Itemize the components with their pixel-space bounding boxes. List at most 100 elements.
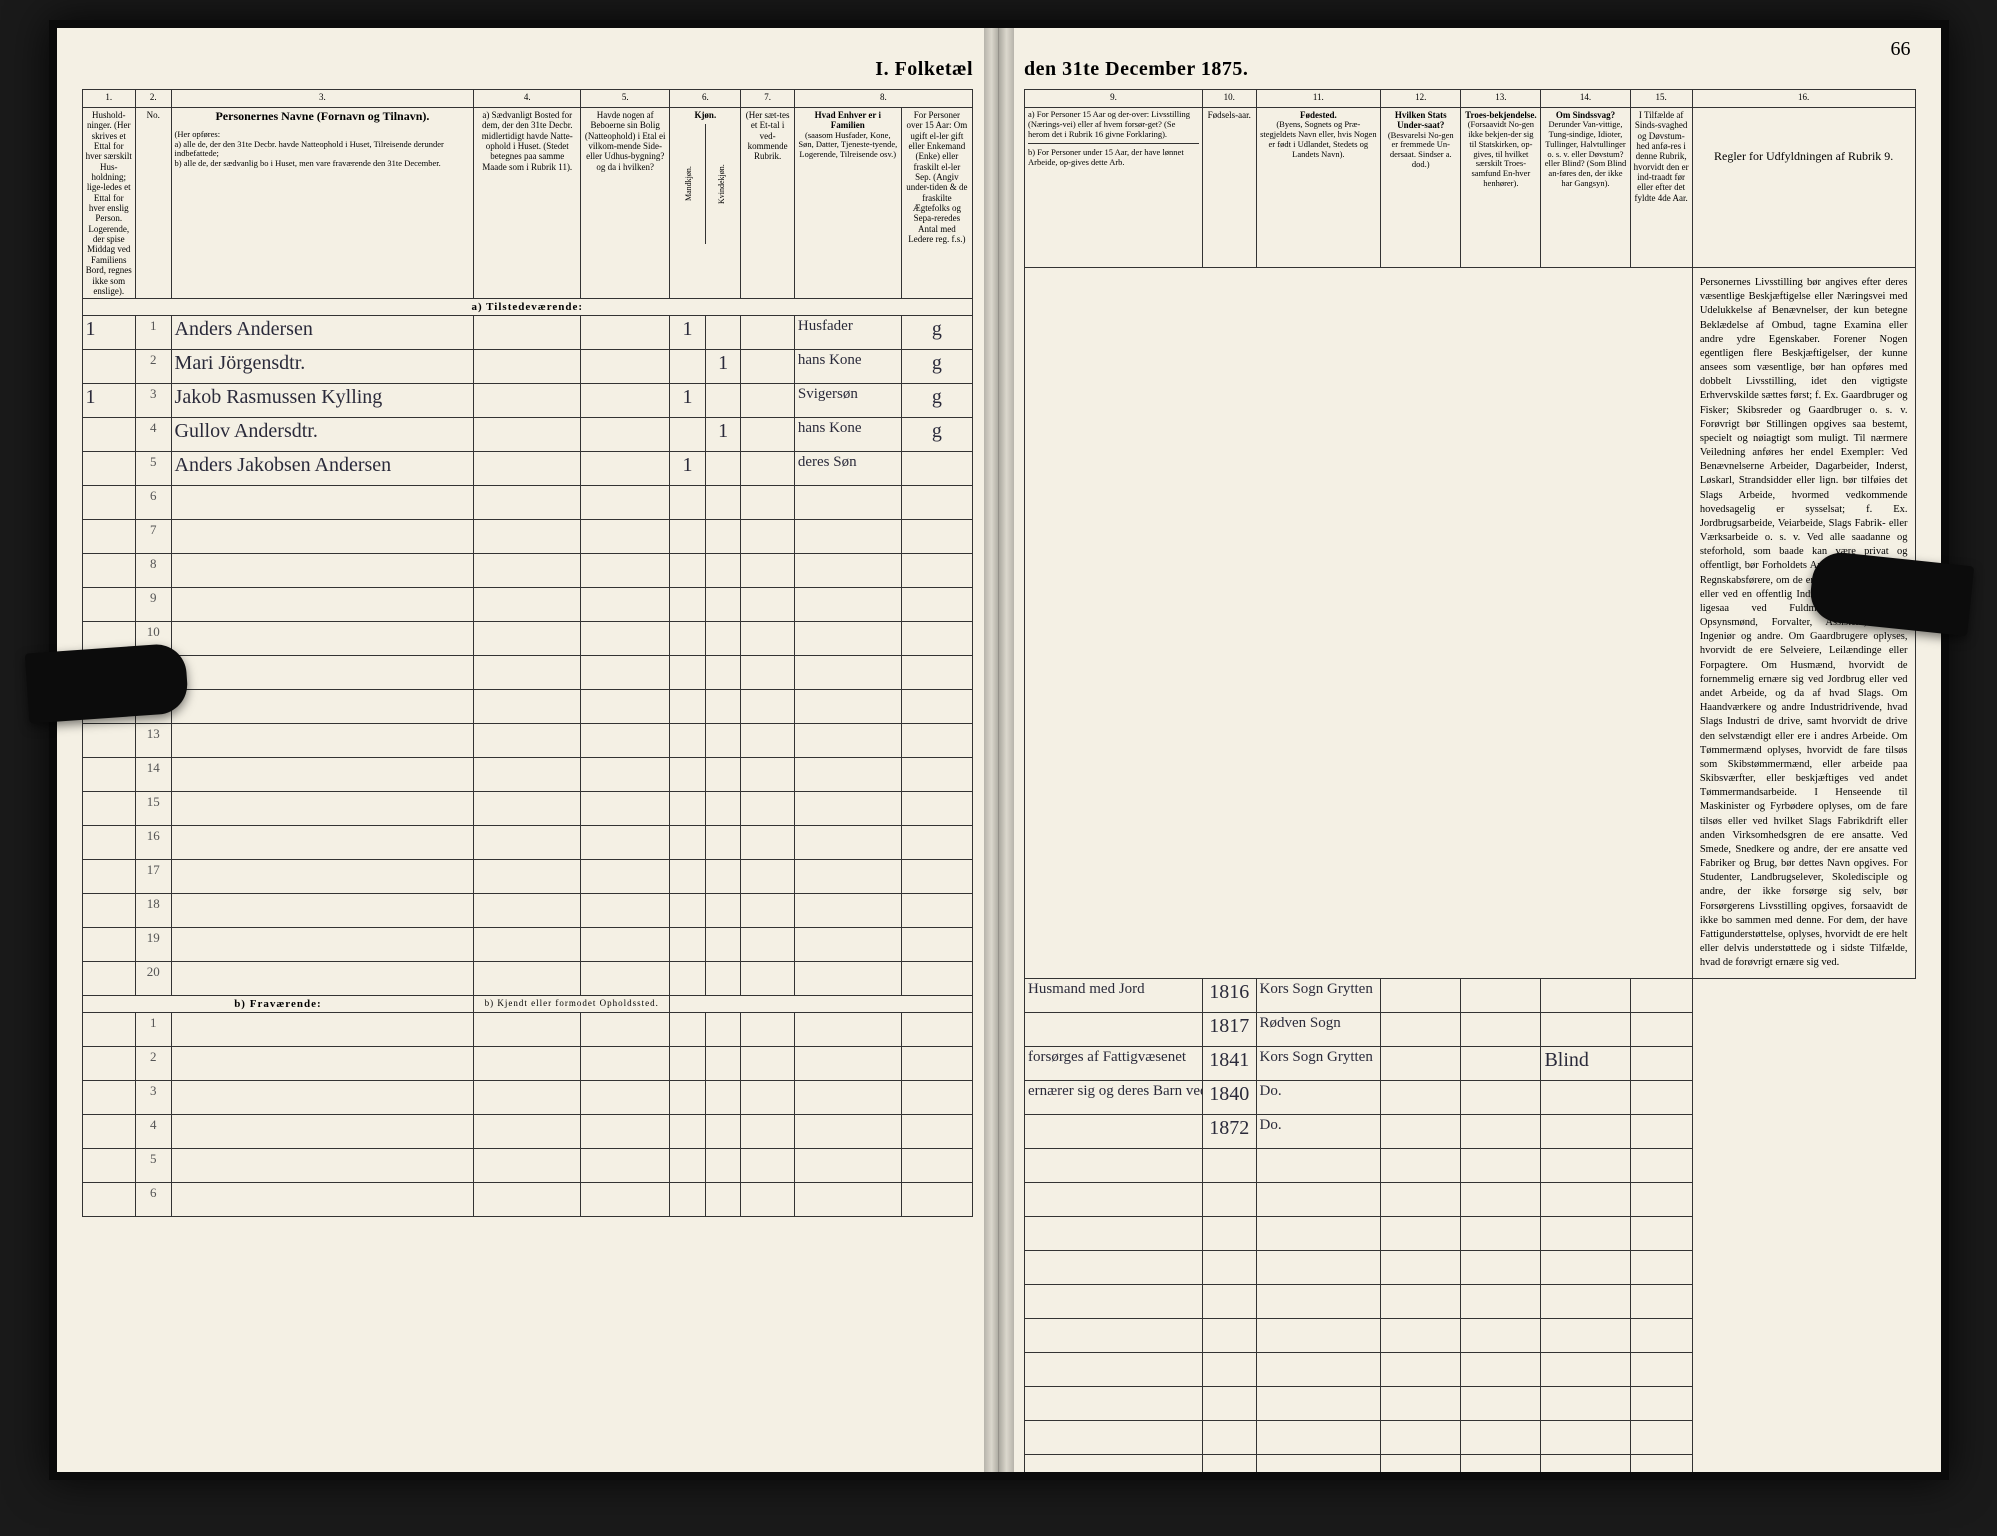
header-outbuilding: Havde nogen af Beboerne sin Bolig (Natte… bbox=[581, 108, 670, 299]
table-row: 20 bbox=[82, 962, 973, 996]
cell-faith bbox=[1461, 1081, 1541, 1115]
table-row: 2 bbox=[82, 1047, 973, 1081]
cell-household bbox=[82, 418, 135, 452]
cell-year: 1872 bbox=[1203, 1115, 1256, 1149]
section-absent-note: b) Kjendt eller formodet Opholdssted. bbox=[474, 996, 670, 1013]
header-names-body: (Her opføres: a) alle de, der den 31te D… bbox=[175, 130, 471, 169]
cell-outbuilding bbox=[581, 316, 670, 350]
cell-disability: Blind bbox=[1541, 1047, 1630, 1081]
table-row: 1 bbox=[82, 1013, 973, 1047]
header-onset: I Tilfælde af Sinds-svaghed og Døvstum-h… bbox=[1630, 108, 1692, 268]
page-title-right: den 31te December 1875. bbox=[1024, 58, 1916, 81]
table-row: 8 bbox=[82, 554, 973, 588]
colnum-15: 15. bbox=[1630, 90, 1692, 108]
cell-male bbox=[670, 350, 706, 384]
header-birthplace-body: (Byens, Sognets og Præ-stegjeldets Navn … bbox=[1260, 120, 1378, 159]
cell-marital: g bbox=[901, 316, 972, 350]
colnum-14: 14. bbox=[1541, 90, 1630, 108]
cell-citizen bbox=[1381, 1047, 1461, 1081]
cell-onset bbox=[1630, 979, 1692, 1013]
header-female: Kvindekjøn. bbox=[717, 124, 726, 244]
colnum-1: 1. bbox=[82, 90, 135, 108]
cell-year: 1841 bbox=[1203, 1047, 1256, 1081]
cell-female: 1 bbox=[705, 350, 741, 384]
cell-place: Do. bbox=[1256, 1115, 1381, 1149]
colnum-8: 8. bbox=[794, 90, 972, 108]
cell-outbuilding bbox=[581, 350, 670, 384]
cell-household bbox=[82, 452, 135, 486]
left-page: I. Folketæl 1. 2. 3. 4. 5. 6. 7. 8. Hush… bbox=[57, 28, 1000, 1472]
header-sex: Kjøn. Mandkjøn. Kvindekjøn. bbox=[670, 108, 741, 299]
cell-rownum: 7 bbox=[135, 520, 171, 554]
table-row: 15 bbox=[82, 792, 973, 826]
colnum-13: 13. bbox=[1461, 90, 1541, 108]
cell-marital: g bbox=[901, 350, 972, 384]
colnum-10: 10. bbox=[1203, 90, 1256, 108]
colnum-3: 3. bbox=[171, 90, 474, 108]
cell-onset bbox=[1630, 1115, 1692, 1149]
cell-female bbox=[705, 452, 741, 486]
cell-mark bbox=[741, 384, 794, 418]
header-households: Hushold-ninger. (Her skrives et Ettal fo… bbox=[82, 108, 135, 299]
header-family-title: Hvad Enhver er i Familien bbox=[798, 110, 898, 131]
cell-rownum: 13 bbox=[135, 724, 171, 758]
table-row: 4 bbox=[82, 1115, 973, 1149]
cell-occupation: Husmand med Jord bbox=[1025, 979, 1203, 1013]
colnum-4: 4. bbox=[474, 90, 581, 108]
cell-rownum: 17 bbox=[135, 860, 171, 894]
colnum-7: 7. bbox=[741, 90, 794, 108]
table-row bbox=[1025, 1217, 1916, 1251]
cell-household: 1 bbox=[82, 316, 135, 350]
cell-citizen bbox=[1381, 979, 1461, 1013]
colnum-5: 5. bbox=[581, 90, 670, 108]
column-number-row-right: 9. 10. 11. 12. 13. 14. 15. 16. bbox=[1025, 90, 1916, 108]
cell-year: 1840 bbox=[1203, 1081, 1256, 1115]
colnum-2: 2. bbox=[135, 90, 171, 108]
header-no: No. bbox=[135, 108, 171, 299]
header-disability-body: Derunder Van-vittige, Tung-sindige, Idio… bbox=[1544, 120, 1626, 188]
header-faith-body: (Forsaavidt No-gen ikke bekjen-der sig t… bbox=[1464, 120, 1537, 188]
cell-residence bbox=[474, 350, 581, 384]
cell-onset bbox=[1630, 1081, 1692, 1115]
table-row: 4Gullov Andersdtr.1hans Koneg bbox=[82, 418, 973, 452]
cell-rownum: 19 bbox=[135, 928, 171, 962]
table-row: 5 bbox=[82, 1149, 973, 1183]
cell-occupation bbox=[1025, 1013, 1203, 1047]
cell-name: Mari Jörgensdtr. bbox=[171, 350, 474, 384]
cell-year: 1817 bbox=[1203, 1013, 1256, 1047]
cell-family: deres Søn bbox=[794, 452, 901, 486]
cell-mark bbox=[741, 452, 794, 486]
header-citizen-body: (Besvarelsi No-gen er fremmede Un-dersaa… bbox=[1384, 131, 1457, 170]
cell-mark bbox=[741, 418, 794, 452]
table-row: 11 bbox=[82, 656, 973, 690]
header-instructions-title: Regler for Udfyldningen af Rubrik 9. bbox=[1692, 108, 1915, 268]
section-present: a) Tilstedeværende: bbox=[82, 299, 973, 316]
cell-name: Jakob Rasmussen Kylling bbox=[171, 384, 474, 418]
cell-male: 1 bbox=[670, 452, 706, 486]
cell-occupation: ernærer sig og deres Barn ved Haandarbei… bbox=[1025, 1081, 1203, 1115]
table-row: 16 bbox=[82, 826, 973, 860]
cell-rownum: 9 bbox=[135, 588, 171, 622]
cell-family: Svigersøn bbox=[794, 384, 901, 418]
cell-female bbox=[705, 384, 741, 418]
cell-mark bbox=[741, 350, 794, 384]
cell-citizen bbox=[1381, 1081, 1461, 1115]
table-row: 10 bbox=[82, 622, 973, 656]
table-row bbox=[1025, 1285, 1916, 1319]
cell-male bbox=[670, 418, 706, 452]
table-row: 19 bbox=[82, 928, 973, 962]
header-birth-year: Fødsels-aar. bbox=[1203, 108, 1256, 268]
cell-onset bbox=[1630, 1047, 1692, 1081]
table-row: 1817Rødven Sogn bbox=[1025, 1013, 1916, 1047]
table-row bbox=[1025, 1183, 1916, 1217]
table-row: 17 bbox=[82, 860, 973, 894]
cell-name: Anders Jakobsen Andersen bbox=[171, 452, 474, 486]
cell-year: 1816 bbox=[1203, 979, 1256, 1013]
table-row: 18 bbox=[82, 894, 973, 928]
book-spine bbox=[984, 28, 1014, 1472]
cell-outbuilding bbox=[581, 452, 670, 486]
cell-rownum: 8 bbox=[135, 554, 171, 588]
binder-clip-left bbox=[24, 643, 188, 724]
header-row-right: a) For Personer 15 Aar og der-over: Livs… bbox=[1025, 108, 1916, 268]
header-sex-title: Kjøn. bbox=[673, 110, 737, 120]
